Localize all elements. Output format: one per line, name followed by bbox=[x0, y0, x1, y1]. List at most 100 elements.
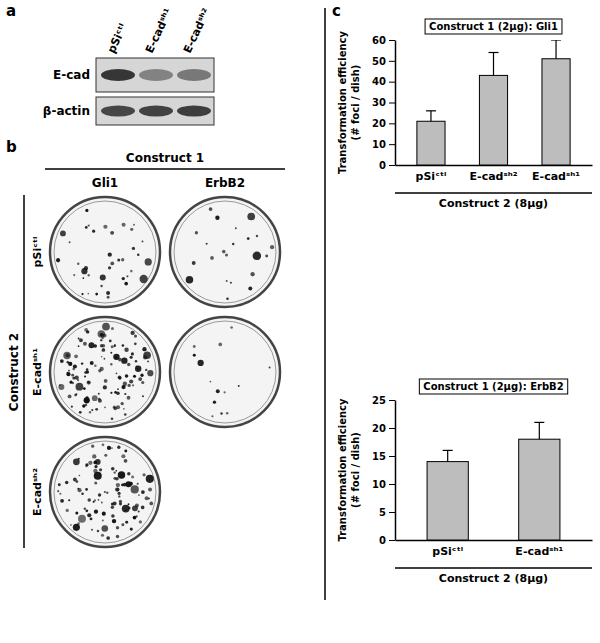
focus bbox=[147, 360, 149, 362]
focus bbox=[210, 381, 212, 383]
focus bbox=[85, 465, 87, 467]
focus bbox=[148, 488, 152, 492]
focus bbox=[97, 530, 99, 532]
error-bar bbox=[534, 422, 544, 439]
y-tick: 10 bbox=[372, 479, 395, 490]
focus bbox=[130, 228, 133, 231]
focus bbox=[134, 335, 137, 338]
x-axis: pSiᶜᵗˡE-cadˢʰ¹ bbox=[396, 540, 593, 558]
error-bar-cap bbox=[443, 450, 453, 451]
y-tick-label: 5 bbox=[379, 507, 386, 518]
focus bbox=[148, 497, 150, 499]
focus bbox=[60, 230, 66, 236]
y-tick-label: 20 bbox=[372, 423, 386, 434]
focus bbox=[116, 535, 119, 538]
focus bbox=[137, 368, 139, 370]
focus bbox=[78, 515, 86, 523]
focus bbox=[110, 392, 112, 394]
focus bbox=[66, 509, 69, 512]
y-axis-line bbox=[395, 401, 397, 541]
blot-band bbox=[139, 106, 173, 117]
focus bbox=[147, 370, 153, 376]
focus bbox=[218, 343, 222, 347]
focus bbox=[193, 354, 196, 357]
y-tick-mark bbox=[389, 144, 395, 145]
focus bbox=[141, 506, 145, 510]
focus bbox=[103, 225, 107, 229]
y-tick-label: 0 bbox=[379, 160, 386, 171]
focus bbox=[121, 258, 124, 261]
y-tick-mark bbox=[389, 456, 395, 457]
focus bbox=[112, 519, 116, 523]
focus bbox=[121, 385, 125, 389]
blot-row-label: β-actin bbox=[43, 104, 90, 118]
focus bbox=[210, 256, 214, 260]
focus bbox=[85, 209, 88, 212]
focus bbox=[253, 252, 262, 261]
chart-title: Construct 1 (2μg): Gli1 bbox=[429, 21, 558, 32]
focus bbox=[76, 383, 84, 391]
focus bbox=[131, 476, 134, 479]
focus bbox=[121, 357, 127, 363]
focus bbox=[108, 266, 111, 269]
plate-inner bbox=[174, 201, 276, 303]
focus bbox=[83, 342, 87, 346]
focus bbox=[73, 524, 80, 531]
focus bbox=[78, 488, 82, 492]
focus bbox=[113, 477, 116, 480]
plot-area bbox=[417, 40, 570, 165]
y-tick-mark bbox=[389, 103, 395, 104]
focus bbox=[142, 395, 144, 397]
panel-letter: b bbox=[6, 138, 17, 156]
focus bbox=[69, 241, 71, 243]
focus bbox=[79, 411, 82, 414]
focus bbox=[59, 493, 61, 495]
error-bar bbox=[426, 111, 436, 121]
y-tick-label: 30 bbox=[372, 97, 386, 108]
focus bbox=[110, 231, 114, 235]
focus bbox=[209, 207, 213, 211]
focus bbox=[104, 379, 108, 383]
focus bbox=[265, 255, 268, 258]
y-tick: 60 bbox=[372, 35, 395, 46]
y-axis: 0102030405060 bbox=[372, 35, 395, 171]
error-bar-stem bbox=[430, 111, 431, 121]
focus bbox=[149, 502, 153, 506]
focus bbox=[113, 471, 115, 473]
plate-row-label: E-cadˢʰ¹ bbox=[31, 348, 44, 396]
y-axis: 0510152025 bbox=[372, 395, 395, 546]
focus bbox=[104, 407, 106, 409]
focus bbox=[118, 495, 120, 497]
focus bbox=[58, 384, 64, 390]
lane-label: E-cadˢʰ¹ bbox=[143, 6, 175, 55]
focus bbox=[121, 454, 125, 458]
focus bbox=[226, 280, 228, 282]
focus bbox=[122, 223, 126, 227]
plate bbox=[50, 437, 160, 547]
blot-band bbox=[101, 69, 135, 81]
y-tick-label: 20 bbox=[372, 118, 386, 129]
focus bbox=[238, 385, 240, 387]
focus bbox=[247, 237, 250, 240]
y-tick: 50 bbox=[372, 56, 395, 67]
focus bbox=[117, 446, 120, 449]
plates-row-rule bbox=[23, 195, 25, 548]
focus bbox=[84, 375, 86, 377]
focus bbox=[122, 505, 130, 513]
x-axis: pSiᶜᵗˡE-cadˢʰ²E-cadˢʰ¹ bbox=[396, 165, 593, 183]
focus bbox=[63, 352, 70, 359]
focus bbox=[124, 459, 128, 463]
y-tick-mark bbox=[389, 540, 395, 541]
focus bbox=[102, 512, 106, 516]
focus bbox=[124, 348, 128, 352]
focus bbox=[68, 370, 70, 372]
focus bbox=[133, 516, 137, 520]
y-tick: 5 bbox=[379, 507, 395, 518]
focus bbox=[98, 499, 100, 501]
plate-rim bbox=[170, 317, 280, 427]
x-axis-title: Construct 2 (8μg) bbox=[439, 197, 548, 210]
focus bbox=[114, 344, 116, 346]
focus bbox=[113, 502, 117, 506]
y-tick: 40 bbox=[372, 76, 395, 87]
blot-frame bbox=[96, 58, 214, 92]
